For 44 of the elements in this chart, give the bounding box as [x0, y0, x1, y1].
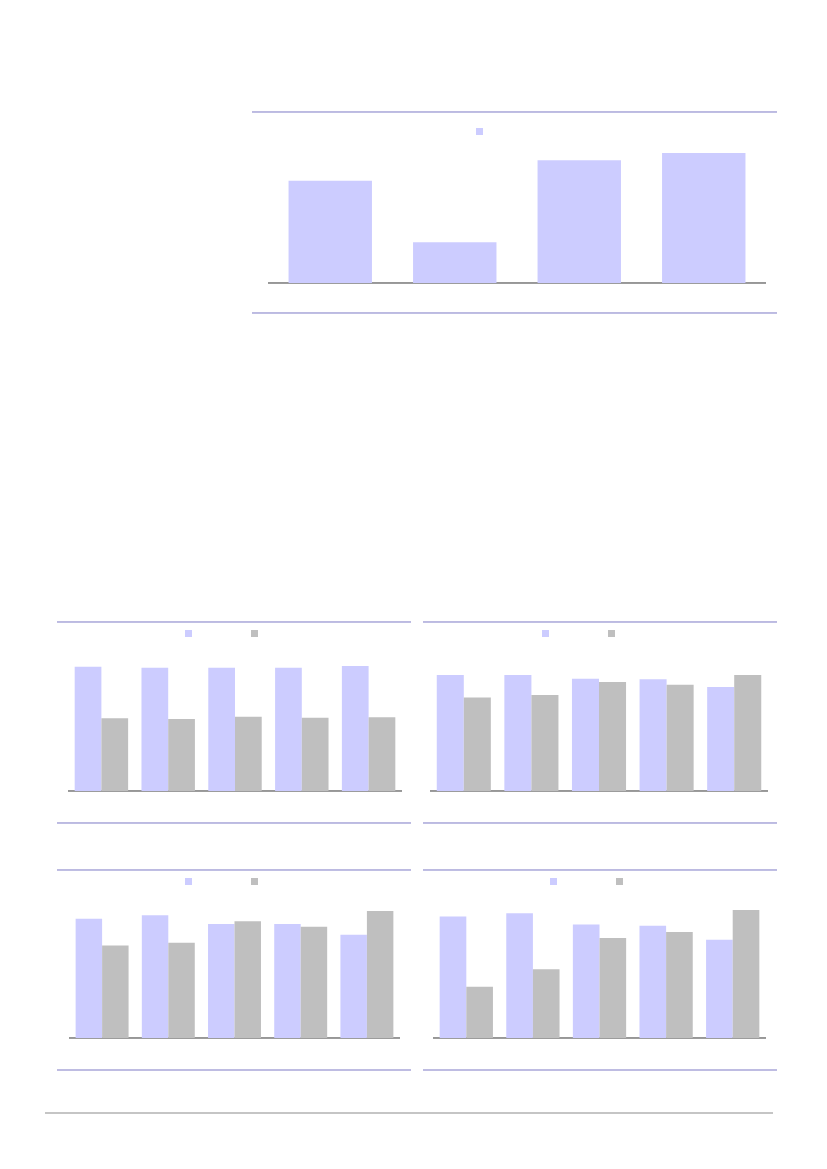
bar — [666, 931, 693, 1038]
bar — [208, 667, 235, 791]
bar — [413, 242, 497, 283]
bar — [141, 667, 169, 791]
bar — [706, 939, 733, 1038]
bar — [275, 667, 302, 791]
bar — [340, 934, 367, 1038]
bar — [531, 695, 559, 791]
bar — [463, 697, 491, 791]
bar — [504, 675, 532, 791]
bar — [666, 684, 694, 791]
bar — [732, 910, 760, 1038]
bar — [537, 160, 621, 283]
bar — [532, 969, 560, 1038]
bar — [436, 675, 464, 791]
bar — [168, 942, 195, 1038]
bar — [639, 925, 667, 1038]
bar — [168, 719, 195, 791]
bar — [439, 916, 467, 1038]
bar — [102, 945, 129, 1038]
bar — [141, 915, 169, 1038]
bar — [599, 937, 627, 1038]
bar — [506, 913, 533, 1038]
bar — [101, 718, 129, 791]
bar — [599, 681, 627, 791]
bar — [75, 918, 103, 1038]
bar — [235, 716, 262, 791]
bar — [734, 675, 762, 791]
bar — [341, 665, 369, 791]
bar — [368, 717, 396, 791]
bar — [74, 666, 102, 791]
bar — [274, 924, 301, 1038]
bar — [301, 717, 329, 791]
bar — [288, 180, 372, 283]
bar — [662, 152, 746, 283]
bar — [234, 921, 261, 1038]
bar — [707, 687, 735, 791]
bar — [208, 924, 235, 1038]
bar — [572, 924, 600, 1038]
bar — [300, 926, 328, 1038]
bar — [571, 678, 599, 791]
bar — [639, 679, 667, 791]
bar — [466, 986, 493, 1038]
bar — [366, 911, 394, 1038]
